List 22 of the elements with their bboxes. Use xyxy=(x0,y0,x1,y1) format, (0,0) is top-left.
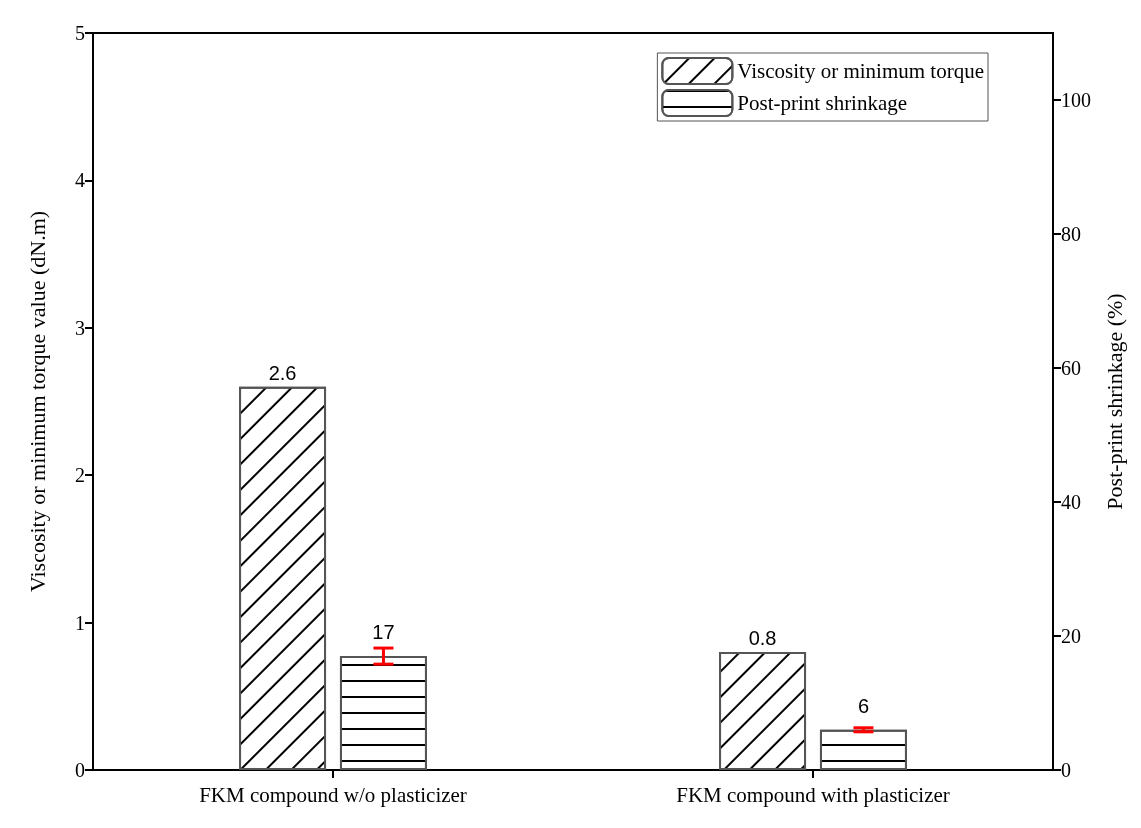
y2-axis-title: Post-print shrinkage (%) xyxy=(1101,293,1127,510)
legend-label: Post-print shrinkage xyxy=(737,91,908,115)
y-axis-title: Viscosity or minimum torque value (dN.m) xyxy=(24,210,50,593)
y2-tick-label: 40 xyxy=(1061,491,1081,513)
y2-tick-label: 80 xyxy=(1061,223,1081,245)
y-tick-label: 4 xyxy=(75,169,85,192)
y-tick-label: 5 xyxy=(75,22,85,44)
y2-tick-label: 0 xyxy=(1061,759,1071,781)
y2-tick-label: 100 xyxy=(1061,89,1091,111)
data-label: 6 xyxy=(857,694,870,717)
y-tick-label: 1 xyxy=(75,611,85,634)
y-tick-label: 0 xyxy=(75,759,85,781)
data-label: 17 xyxy=(372,621,395,644)
y-tick-label: 3 xyxy=(75,316,85,339)
x-tick-label: FKM compound w/o plasticizer xyxy=(199,782,467,807)
y2-tick-label: 60 xyxy=(1061,357,1081,379)
y-tick-label: 2 xyxy=(75,464,85,487)
legend-label: Viscosity or minimum torque xyxy=(737,59,984,83)
data-label: 0.8 xyxy=(748,627,777,650)
y2-tick-label: 20 xyxy=(1061,625,1081,647)
x-tick-label: FKM compound with plasticizer xyxy=(676,782,950,807)
data-label: 2.6 xyxy=(268,361,297,384)
